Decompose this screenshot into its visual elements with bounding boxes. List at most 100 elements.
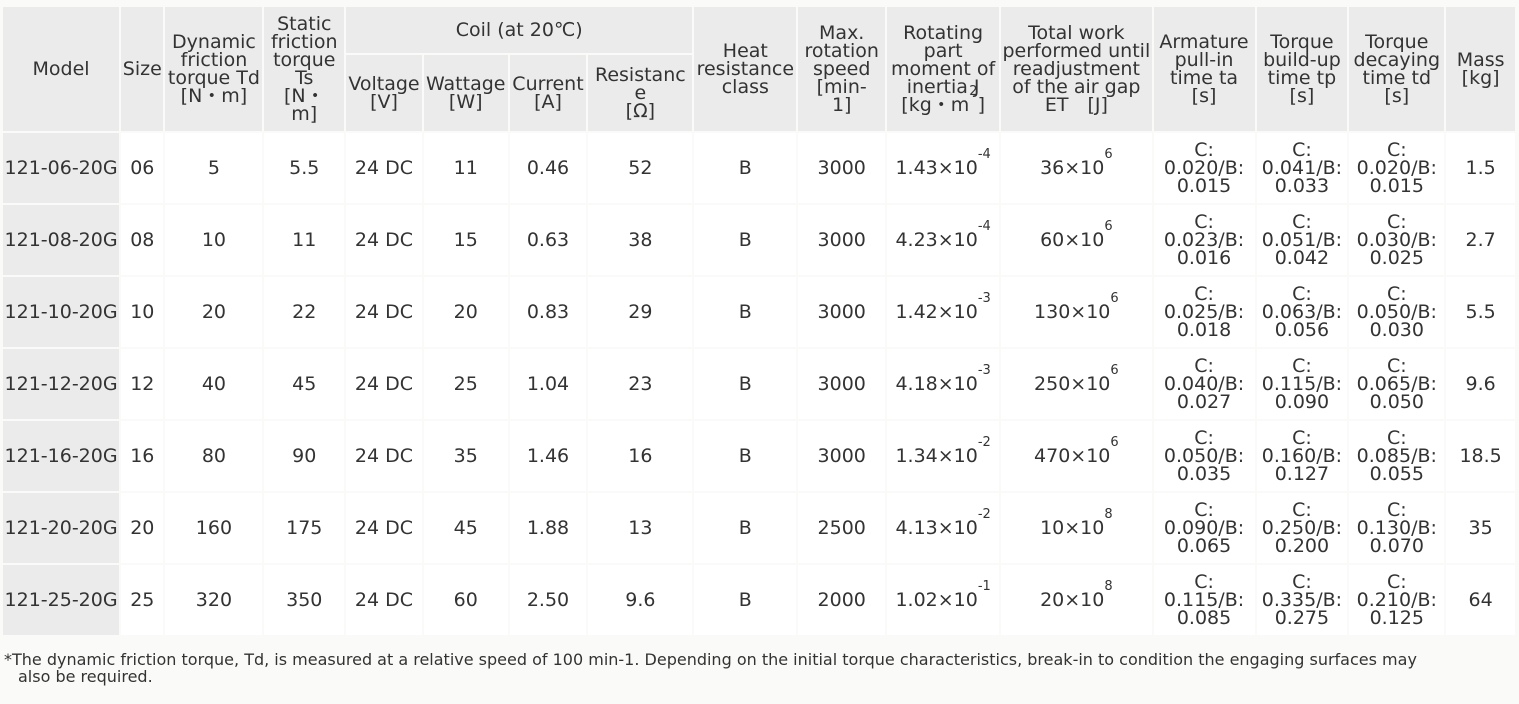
footnote-line-2: also be required. <box>18 667 153 686</box>
cell-wattage: 60 <box>423 565 508 635</box>
cell-speed: 3000 <box>798 421 886 491</box>
cell-model: 121-06-20G <box>3 133 120 203</box>
cell-voltage: 24 DC <box>346 493 422 563</box>
cell-wattage: 11 <box>423 133 508 203</box>
cell-inertia: 1.42×10-3 <box>887 277 1000 347</box>
cell-ts: 5.5 <box>264 133 345 203</box>
header-resistance: Resistance [Ω] <box>588 55 693 131</box>
cell-inertia: 1.02×10-1 <box>887 565 1000 635</box>
cell-tdd: C: 0.030/B: 0.025 <box>1349 205 1445 275</box>
cell-voltage: 24 DC <box>346 349 422 419</box>
cell-resistance: 9.6 <box>588 565 693 635</box>
cell-current: 1.04 <box>509 349 587 419</box>
cell-ts: 45 <box>264 349 345 419</box>
cell-mass: 64 <box>1446 565 1515 635</box>
cell-size: 20 <box>121 493 164 563</box>
cell-ta: C: 0.025/B: 0.018 <box>1153 277 1255 347</box>
table-row: 121-25-20G 25 320 350 24 DC 60 2.50 9.6 B 2000 1.0… <box>3 565 1515 635</box>
header-inertia: Rotating part moment of inertia J [kg・m2] <box>887 7 1000 131</box>
cell-td: 80 <box>165 421 263 491</box>
spec-table: Model Size Dynamic friction torque Td [N・m]… <box>1 5 1517 637</box>
cell-resistance: 29 <box>588 277 693 347</box>
cell-tp: C: 0.160/B: 0.127 <box>1256 421 1348 491</box>
cell-speed: 3000 <box>798 205 886 275</box>
cell-mass: 18.5 <box>1446 421 1515 491</box>
cell-ts: 175 <box>264 493 345 563</box>
cell-speed: 3000 <box>798 133 886 203</box>
cell-model: 121-10-20G <box>3 277 120 347</box>
cell-resistance: 52 <box>588 133 693 203</box>
header-dynamic-torque: Dynamic friction torque Td [N・m] <box>165 7 263 131</box>
header-wattage: Wattage [W] <box>423 55 508 131</box>
cell-voltage: 24 DC <box>346 277 422 347</box>
cell-current: 1.88 <box>509 493 587 563</box>
cell-tdd: C: 0.085/B: 0.055 <box>1349 421 1445 491</box>
cell-ts: 90 <box>264 421 345 491</box>
cell-wattage: 25 <box>423 349 508 419</box>
header-heat-class: Heat resistance class <box>694 7 797 131</box>
cell-tp: C: 0.051/B: 0.042 <box>1256 205 1348 275</box>
cell-model: 121-08-20G <box>3 205 120 275</box>
table-row: 121-20-20G 20 160 175 24 DC 45 1.88 13 B 2500 4.13… <box>3 493 1515 563</box>
header-coil: Coil (at 20℃) <box>346 7 693 53</box>
cell-heat: B <box>694 277 797 347</box>
cell-tdd: C: 0.210/B: 0.125 <box>1349 565 1445 635</box>
cell-model: 121-25-20G <box>3 565 120 635</box>
cell-work: 130×106 <box>1001 277 1152 347</box>
header-row-1: Model Size Dynamic friction torque Td [N・m]… <box>3 7 1515 131</box>
cell-ta: C: 0.023/B: 0.016 <box>1153 205 1255 275</box>
footnote-line-1: *The dynamic friction torque, Td, is mea… <box>4 650 1417 669</box>
cell-tp: C: 0.041/B: 0.033 <box>1256 133 1348 203</box>
cell-speed: 2500 <box>798 493 886 563</box>
cell-work: 470×106 <box>1001 421 1152 491</box>
cell-wattage: 35 <box>423 421 508 491</box>
cell-ts: 22 <box>264 277 345 347</box>
header-buildup-time: Torque build-up time tp [s] <box>1256 7 1348 131</box>
cell-resistance: 38 <box>588 205 693 275</box>
cell-resistance: 13 <box>588 493 693 563</box>
cell-inertia: 4.23×10-4 <box>887 205 1000 275</box>
cell-td: 320 <box>165 565 263 635</box>
cell-tp: C: 0.250/B: 0.200 <box>1256 493 1348 563</box>
cell-td: 20 <box>165 277 263 347</box>
cell-voltage: 24 DC <box>346 565 422 635</box>
cell-work: 36×106 <box>1001 133 1152 203</box>
table-row: 121-08-20G 08 10 11 24 DC 15 0.63 38 B 3000 4.23×1… <box>3 205 1515 275</box>
cell-voltage: 24 DC <box>346 205 422 275</box>
header-current: Current [A] <box>509 55 587 131</box>
header-max-speed: Max. rotation speed [min- 1] <box>798 7 886 131</box>
cell-inertia: 1.43×10-4 <box>887 133 1000 203</box>
cell-tdd: C: 0.065/B: 0.050 <box>1349 349 1445 419</box>
cell-speed: 3000 <box>798 349 886 419</box>
cell-heat: B <box>694 133 797 203</box>
cell-mass: 35 <box>1446 493 1515 563</box>
footnote: *The dynamic friction torque, Td, is mea… <box>4 651 1504 685</box>
cell-ta: C: 0.090/B: 0.065 <box>1153 493 1255 563</box>
cell-mass: 5.5 <box>1446 277 1515 347</box>
cell-work: 20×108 <box>1001 565 1152 635</box>
cell-speed: 3000 <box>798 277 886 347</box>
cell-current: 1.46 <box>509 421 587 491</box>
cell-mass: 2.7 <box>1446 205 1515 275</box>
header-mass: Mass [kg] <box>1446 7 1515 131</box>
cell-heat: B <box>694 421 797 491</box>
cell-size: 06 <box>121 133 164 203</box>
header-size: Size <box>121 7 164 131</box>
table-row: 121-12-20G 12 40 45 24 DC 25 1.04 23 B 3000 4.18×1… <box>3 349 1515 419</box>
cell-current: 0.63 <box>509 205 587 275</box>
cell-work: 10×108 <box>1001 493 1152 563</box>
cell-work: 250×106 <box>1001 349 1152 419</box>
cell-size: 25 <box>121 565 164 635</box>
cell-work: 60×106 <box>1001 205 1152 275</box>
table-row: 121-06-20G 06 5 5.5 24 DC 11 0.46 52 B 3000 1.43×1… <box>3 133 1515 203</box>
cell-model: 121-20-20G <box>3 493 120 563</box>
header-model: Model <box>3 7 120 131</box>
cell-mass: 9.6 <box>1446 349 1515 419</box>
cell-size: 12 <box>121 349 164 419</box>
cell-ta: C: 0.115/B: 0.085 <box>1153 565 1255 635</box>
cell-size: 16 <box>121 421 164 491</box>
cell-tp: C: 0.335/B: 0.275 <box>1256 565 1348 635</box>
cell-heat: B <box>694 349 797 419</box>
cell-inertia: 4.18×10-3 <box>887 349 1000 419</box>
header-voltage: Voltage [V] <box>346 55 422 131</box>
